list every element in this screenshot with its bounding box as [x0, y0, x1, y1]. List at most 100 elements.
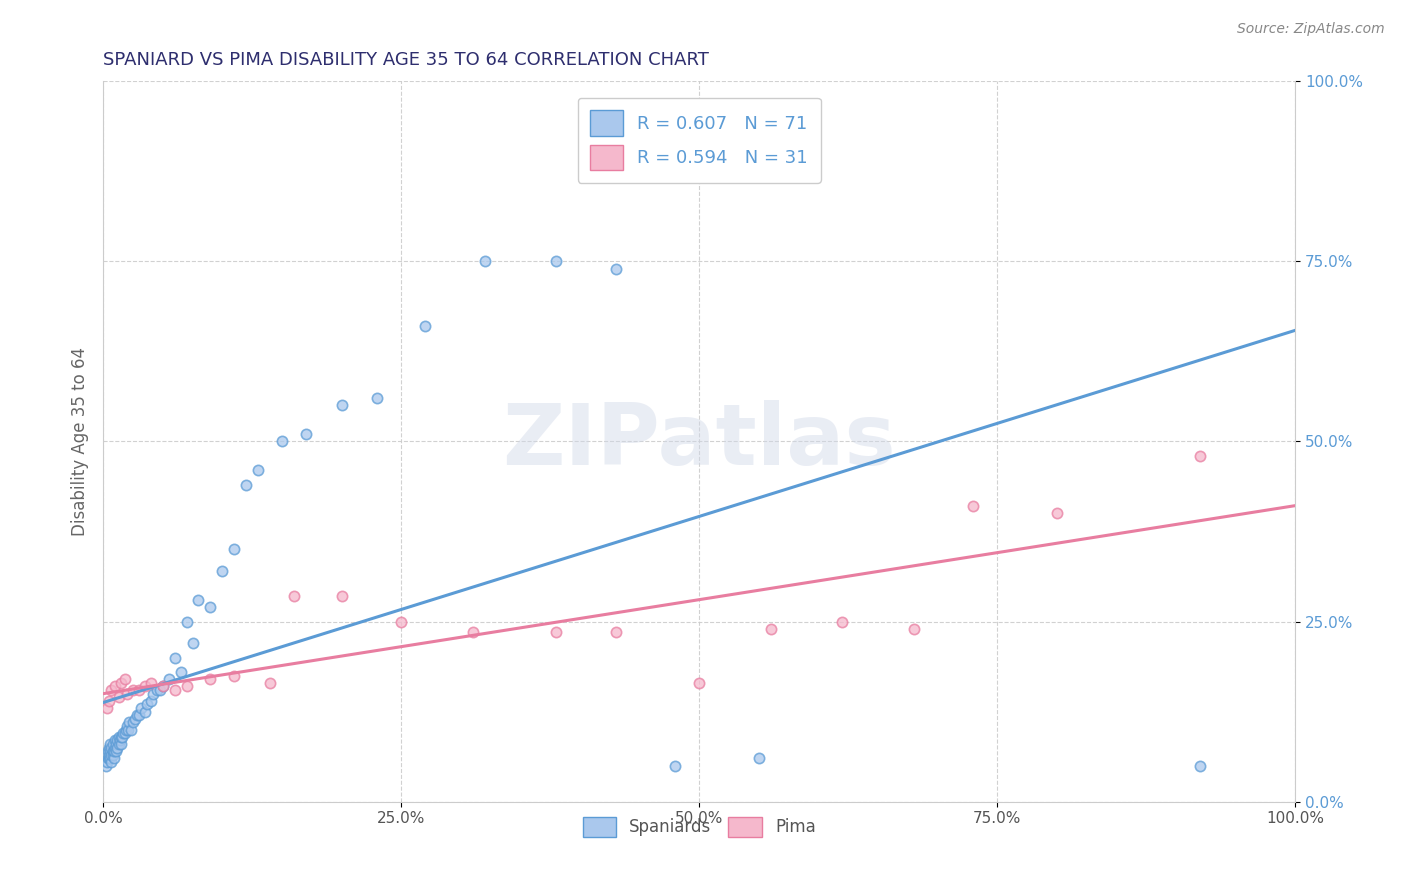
- Point: [104, 679, 127, 693]
- Point: [259, 675, 281, 690]
- Y-axis label: Disability Age 35 to 64: Disability Age 35 to 64: [72, 347, 89, 536]
- Point: [122, 682, 145, 697]
- Point: [96, 755, 118, 769]
- Point: [107, 737, 129, 751]
- Point: [100, 755, 122, 769]
- Point: [962, 500, 984, 514]
- Point: [110, 730, 132, 744]
- Point: [98, 751, 121, 765]
- Point: [104, 740, 127, 755]
- Point: [122, 715, 145, 730]
- Point: [176, 679, 198, 693]
- Point: [134, 679, 156, 693]
- Point: [98, 744, 121, 758]
- Point: [136, 698, 159, 712]
- Point: [128, 708, 150, 723]
- Text: SPANIARD VS PIMA DISABILITY AGE 35 TO 64 CORRELATION CHART: SPANIARD VS PIMA DISABILITY AGE 35 TO 64…: [103, 51, 709, 69]
- Point: [110, 737, 132, 751]
- Point: [114, 672, 136, 686]
- Text: Source: ZipAtlas.com: Source: ZipAtlas.com: [1237, 22, 1385, 37]
- Point: [831, 615, 853, 629]
- Point: [1188, 758, 1211, 772]
- Point: [664, 758, 686, 772]
- Point: [108, 733, 131, 747]
- Point: [117, 723, 139, 737]
- Point: [115, 687, 138, 701]
- Point: [176, 615, 198, 629]
- Point: [152, 679, 174, 693]
- Point: [271, 434, 294, 449]
- Point: [748, 751, 770, 765]
- Point: [605, 625, 627, 640]
- Point: [224, 668, 246, 682]
- Point: [107, 690, 129, 705]
- Point: [103, 751, 125, 765]
- Point: [101, 737, 124, 751]
- Point: [107, 730, 129, 744]
- Point: [134, 705, 156, 719]
- Point: [330, 399, 353, 413]
- Point: [100, 682, 122, 697]
- Point: [101, 744, 124, 758]
- Point: [94, 758, 117, 772]
- Point: [187, 593, 209, 607]
- Point: [100, 747, 122, 762]
- Point: [759, 622, 782, 636]
- Point: [128, 682, 150, 697]
- Point: [688, 675, 710, 690]
- Point: [224, 542, 246, 557]
- Point: [903, 622, 925, 636]
- Point: [98, 747, 121, 762]
- Point: [104, 733, 127, 747]
- Point: [235, 477, 257, 491]
- Point: [413, 319, 436, 334]
- Point: [200, 672, 222, 686]
- Point: [98, 751, 121, 765]
- Point: [142, 687, 165, 701]
- Point: [97, 751, 120, 765]
- Point: [1188, 449, 1211, 463]
- Point: [115, 719, 138, 733]
- Point: [474, 254, 496, 268]
- Point: [98, 740, 121, 755]
- Point: [98, 737, 121, 751]
- Point: [107, 733, 129, 747]
- Point: [330, 590, 353, 604]
- Point: [366, 391, 388, 405]
- Point: [200, 600, 222, 615]
- Point: [110, 675, 132, 690]
- Point: [461, 625, 484, 640]
- Point: [1046, 507, 1069, 521]
- Point: [157, 672, 180, 686]
- Point: [114, 723, 136, 737]
- Point: [181, 636, 204, 650]
- Point: [111, 730, 134, 744]
- Point: [105, 744, 128, 758]
- Point: [163, 650, 186, 665]
- Text: ZIPatlas: ZIPatlas: [502, 400, 896, 483]
- Point: [294, 427, 316, 442]
- Point: [105, 737, 128, 751]
- Point: [124, 712, 146, 726]
- Point: [546, 625, 568, 640]
- Point: [146, 682, 169, 697]
- Point: [389, 615, 412, 629]
- Point: [98, 694, 121, 708]
- Point: [211, 564, 233, 578]
- Point: [96, 701, 118, 715]
- Point: [125, 708, 148, 723]
- Point: [97, 744, 120, 758]
- Point: [112, 726, 135, 740]
- Point: [149, 682, 172, 697]
- Point: [546, 254, 568, 268]
- Point: [139, 694, 162, 708]
- Point: [101, 747, 124, 762]
- Legend: Spaniards, Pima: Spaniards, Pima: [576, 810, 823, 844]
- Point: [120, 723, 142, 737]
- Point: [152, 679, 174, 693]
- Point: [107, 740, 129, 755]
- Point: [605, 261, 627, 276]
- Point: [100, 740, 122, 755]
- Point: [129, 701, 152, 715]
- Point: [163, 682, 186, 697]
